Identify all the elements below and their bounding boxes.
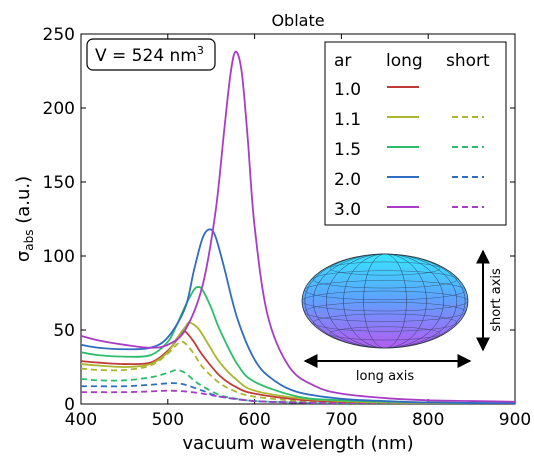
y-tick-label: 100	[43, 247, 75, 267]
ellipsoid-latitude	[329, 261, 441, 276]
y-tick-label: 0	[64, 395, 75, 415]
series-3-0-long	[81, 50, 515, 403]
ellipsoid-inset: long axis short axis	[301, 249, 504, 384]
legend-rows: 1.0 1.1 1.5 2.0 3.0	[334, 80, 484, 220]
x-tick-label: 700	[325, 410, 357, 430]
series-1-5-short	[81, 369, 515, 404]
ellipsoid-latitude	[329, 326, 441, 341]
ellipsoid-body	[301, 253, 469, 349]
legend-header-short: short	[446, 51, 490, 71]
short-axis-label: short axis	[489, 268, 504, 332]
plot-frame	[80, 33, 516, 405]
legend-ar-label: 1.5	[334, 140, 361, 160]
ellipsoid-latitude	[304, 301, 466, 322]
ellipsoid-latitude	[312, 313, 458, 332]
x-tick-label: 600	[238, 410, 270, 430]
volume-label-superscript: 3	[197, 44, 204, 57]
legend-box	[324, 41, 507, 226]
legend-ar-label: 1.1	[334, 110, 361, 130]
ellipsoid-latitude	[304, 280, 466, 301]
series-1-1-short	[81, 340, 515, 404]
ellipsoid-latitude	[301, 290, 469, 312]
y-tick-label: 50	[53, 321, 75, 341]
series-lines	[81, 50, 515, 404]
x-tick-label: 800	[412, 410, 444, 430]
x-tick-label: 900	[499, 410, 531, 430]
x-tick-label: 500	[152, 410, 184, 430]
y-axis-label: σabs (a.u.)	[13, 176, 36, 262]
legend-ar-label: 2.0	[334, 170, 361, 190]
x-tick-label: 400	[65, 410, 97, 430]
y-axis-label-units: (a.u.)	[13, 176, 34, 230]
volume-label: V = 524 nm3	[86, 38, 216, 71]
legend-ar-label: 3.0	[334, 200, 361, 220]
legend-header-ar: ar	[334, 51, 351, 71]
long-axis-label: long axis	[356, 369, 414, 384]
legend: ar long short 1.0 1.1 1.5 2.0 3.0	[324, 41, 507, 226]
y-axis-ticks: 0 50 100 150 200 250	[43, 25, 515, 415]
series-3-0-short	[81, 389, 515, 404]
ellipsoid-latitude	[312, 270, 458, 289]
y-tick-label: 150	[43, 173, 75, 193]
legend-header-long: long	[386, 51, 423, 71]
x-axis-label: vacuum wavelength (nm)	[182, 433, 413, 454]
y-tick-label: 200	[43, 99, 75, 119]
y-axis-label-subscript: abs	[22, 230, 36, 251]
y-axis-label-symbol: σ	[13, 251, 34, 262]
chart-title: Oblate	[271, 11, 324, 30]
legend-ar-label: 1.0	[334, 80, 361, 100]
volume-label-prefix: V = 524 nm	[95, 46, 197, 66]
y-tick-label: 250	[43, 25, 75, 45]
volume-label-text: V = 524 nm3	[95, 44, 204, 66]
volume-label-box	[86, 38, 216, 71]
ellipsoid-meridian	[304, 253, 466, 349]
ellipsoid-mesh	[301, 253, 469, 349]
